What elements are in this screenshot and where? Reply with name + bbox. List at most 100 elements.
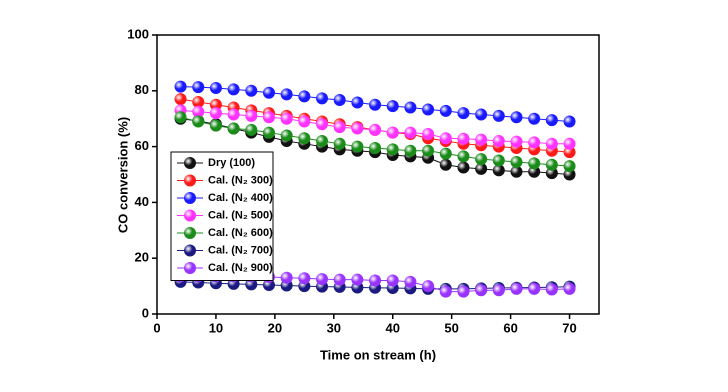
data-point bbox=[475, 133, 488, 146]
legend-marker bbox=[184, 227, 196, 239]
data-point bbox=[422, 280, 435, 293]
data-point bbox=[262, 111, 275, 124]
data-point bbox=[439, 158, 452, 171]
data-point bbox=[545, 158, 558, 171]
data-point bbox=[492, 135, 505, 148]
data-point bbox=[404, 275, 417, 288]
data-point bbox=[457, 150, 470, 163]
x-tick-label: 40 bbox=[385, 320, 399, 335]
data-point bbox=[351, 122, 364, 135]
legend-marker bbox=[184, 174, 196, 187]
data-point bbox=[563, 160, 576, 173]
data-point bbox=[386, 143, 399, 156]
data-point bbox=[316, 135, 329, 148]
data-point bbox=[545, 137, 558, 150]
data-point bbox=[245, 84, 258, 97]
data-point bbox=[280, 271, 293, 284]
legend-label: Cal. (N₂ 900) bbox=[208, 262, 273, 274]
data-point bbox=[510, 111, 523, 124]
data-point bbox=[404, 126, 417, 139]
data-point bbox=[280, 112, 293, 125]
y-tick-label: 40 bbox=[135, 194, 149, 209]
data-point bbox=[333, 121, 346, 134]
data-point bbox=[457, 107, 470, 120]
data-point bbox=[298, 90, 311, 103]
data-point bbox=[209, 82, 222, 95]
data-point bbox=[386, 274, 399, 287]
data-point bbox=[528, 136, 541, 149]
y-tick-label: 80 bbox=[135, 82, 149, 97]
data-point bbox=[475, 162, 488, 175]
data-point bbox=[386, 100, 399, 113]
data-point bbox=[386, 126, 399, 139]
legend-label: Cal. (N₂ 300) bbox=[208, 174, 273, 186]
data-point bbox=[369, 98, 382, 111]
data-point bbox=[351, 140, 364, 153]
legend-label: Cal. (N₂ 600) bbox=[208, 227, 273, 239]
x-tick-label: 60 bbox=[503, 320, 517, 335]
data-point bbox=[351, 96, 364, 109]
data-point bbox=[333, 137, 346, 150]
data-point bbox=[528, 165, 541, 178]
data-point bbox=[369, 274, 382, 287]
data-point bbox=[563, 115, 576, 128]
data-point bbox=[298, 115, 311, 128]
data-point bbox=[563, 146, 576, 159]
data-point bbox=[262, 86, 275, 99]
data-point bbox=[422, 144, 435, 157]
data-point bbox=[298, 272, 311, 285]
data-point bbox=[563, 137, 576, 150]
data-point bbox=[545, 167, 558, 180]
data-point bbox=[174, 80, 187, 93]
legend-marker bbox=[184, 262, 196, 274]
data-point bbox=[439, 285, 452, 298]
data-point bbox=[280, 88, 293, 101]
legend-marker bbox=[184, 244, 196, 257]
data-point bbox=[209, 119, 222, 132]
x-tick-label: 10 bbox=[209, 320, 223, 335]
data-point bbox=[528, 157, 541, 170]
data-point bbox=[475, 153, 488, 166]
data-point bbox=[439, 147, 452, 160]
data-point bbox=[192, 105, 205, 118]
data-point bbox=[262, 126, 275, 139]
data-point bbox=[227, 108, 240, 121]
data-point bbox=[439, 132, 452, 145]
data-point bbox=[563, 282, 576, 295]
data-point bbox=[457, 161, 470, 174]
data-point bbox=[510, 165, 523, 178]
y-tick-label: 20 bbox=[135, 250, 149, 265]
data-point bbox=[333, 94, 346, 107]
x-tick-label: 30 bbox=[327, 320, 341, 335]
legend-label: Cal. (N₂ 400) bbox=[208, 192, 273, 204]
data-point bbox=[192, 95, 205, 108]
data-point bbox=[492, 164, 505, 177]
data-point bbox=[528, 282, 541, 295]
data-point bbox=[510, 282, 523, 295]
y-tick-label: 100 bbox=[127, 26, 149, 41]
plot-frame bbox=[156, 34, 600, 315]
data-point bbox=[457, 285, 470, 298]
data-point bbox=[298, 132, 311, 145]
x-tick-label: 70 bbox=[562, 320, 576, 335]
data-point bbox=[510, 155, 523, 168]
data-point bbox=[422, 103, 435, 116]
data-point bbox=[475, 108, 488, 121]
data-point bbox=[528, 112, 541, 125]
y-axis-label: CO conversion (%) bbox=[115, 117, 130, 233]
data-point bbox=[192, 81, 205, 94]
data-point bbox=[316, 273, 329, 286]
data-point bbox=[316, 92, 329, 105]
data-point bbox=[280, 129, 293, 142]
data-point bbox=[245, 109, 258, 122]
data-point bbox=[174, 93, 187, 106]
x-tick-label: 20 bbox=[268, 320, 282, 335]
data-point bbox=[227, 122, 240, 135]
y-tick-label: 0 bbox=[142, 305, 149, 320]
x-axis-label: Time on stream (h) bbox=[320, 347, 436, 362]
data-point bbox=[457, 132, 470, 145]
data-point bbox=[333, 273, 346, 286]
data-point bbox=[209, 98, 222, 111]
data-point bbox=[492, 154, 505, 167]
data-point bbox=[174, 111, 187, 124]
